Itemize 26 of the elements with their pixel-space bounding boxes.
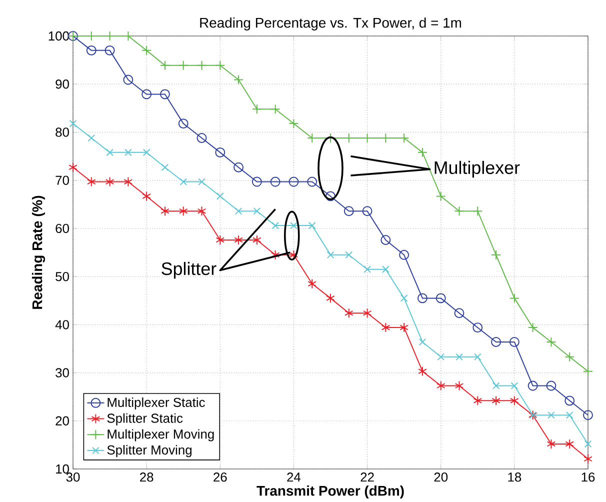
y-tick-label: 50 — [56, 272, 69, 282]
x-tick-label: 22 — [360, 472, 374, 482]
x-tick-label: 26 — [214, 472, 227, 482]
y-tick-label: 30 — [56, 368, 69, 378]
y-tick-label: 70 — [56, 176, 69, 185]
x-tick-label: 20 — [434, 472, 448, 482]
y-tick-label: 60 — [56, 224, 69, 234]
x-axis-title: Transmit Power (dBm) — [256, 486, 404, 499]
y-tick-label: 90 — [56, 80, 69, 89]
y-tick-label: 20 — [56, 416, 69, 426]
annotation: Multiplexer — [434, 160, 520, 178]
x-tick-label: 28 — [140, 472, 154, 482]
x-tick-label: 16 — [582, 472, 595, 482]
y-axis-title: Reading Rate (%) — [32, 196, 46, 309]
legend-label: Splitter Moving — [107, 445, 192, 458]
legend-label: Multiplexer Static — [108, 398, 205, 410]
y-tick-label: 40 — [55, 320, 69, 330]
chart-title: Reading Percentage vs. Tx Power, d = 1m — [200, 18, 462, 31]
x-tick-label: 18 — [508, 472, 522, 482]
legend-label: Splitter Static — [107, 413, 183, 426]
y-tick-label: 10 — [56, 464, 69, 474]
x-tick-label: 30 — [66, 472, 80, 482]
x-tick-label: 24 — [287, 472, 301, 482]
annotation: Splitter — [162, 262, 216, 279]
y-tick-label: 80 — [56, 128, 69, 137]
legend-label: Multiplexer Moving — [108, 429, 214, 442]
